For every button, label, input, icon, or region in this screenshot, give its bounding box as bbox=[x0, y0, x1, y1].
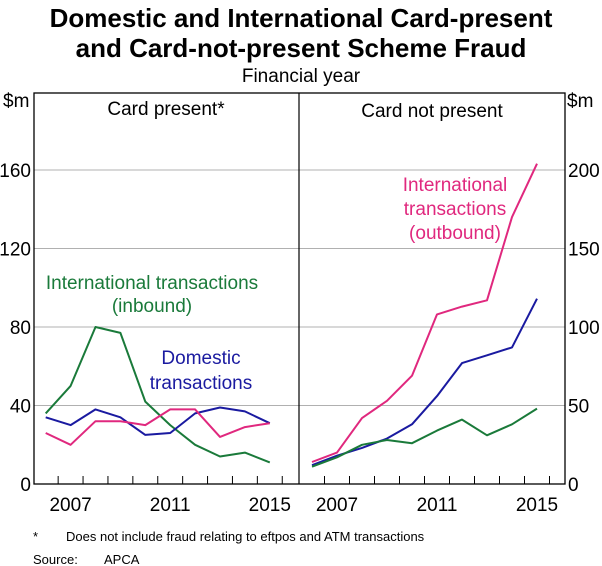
y-tick-label-left: 40 bbox=[10, 397, 31, 418]
series-line-international-transactions-outbound bbox=[45, 408, 270, 446]
x-tick-label: 2015 bbox=[516, 495, 558, 516]
chart-subtitle: Financial year bbox=[242, 66, 361, 87]
footnote-marker: * bbox=[33, 529, 38, 544]
x-tick-label: 2007 bbox=[49, 495, 91, 516]
annotation-outbound-line2: transactions bbox=[404, 199, 506, 220]
chart-title-line2: and Card-not-present Scheme Fraud bbox=[76, 33, 527, 63]
left-axis-unit: $m bbox=[3, 91, 29, 112]
annotation-domestic-line1: Domestic bbox=[161, 348, 240, 369]
series-line-domestic-transactions bbox=[45, 406, 271, 436]
annotation-outbound-line3: (outbound) bbox=[409, 223, 501, 244]
annotation-inbound-line1: International transactions bbox=[46, 273, 258, 294]
annotation-outbound-line1: International bbox=[403, 175, 508, 196]
source-label: Source: bbox=[33, 552, 78, 566]
y-tick-label-right: 100 bbox=[568, 318, 600, 339]
y-tick-label-right: 200 bbox=[568, 161, 600, 182]
x-tick-label: 2015 bbox=[249, 495, 291, 516]
panel-title-card-present: Card present* bbox=[107, 99, 225, 120]
series-line-international-transactions-inbound bbox=[311, 407, 538, 468]
y-tick-label-right: 50 bbox=[568, 397, 589, 418]
chart-title-line1: Domestic and International Card-present bbox=[50, 3, 553, 33]
x-tick-label: 2011 bbox=[150, 495, 191, 516]
y-tick-label-left: 160 bbox=[0, 161, 31, 182]
panel-title-card-not-present: Card not present bbox=[361, 101, 503, 122]
series-line-international-transactions-outbound bbox=[311, 163, 538, 463]
footnote: Does not include fraud relating to eftpo… bbox=[66, 529, 425, 544]
annotation-domestic-line2: transactions bbox=[150, 373, 252, 394]
y-tick-label-left: 120 bbox=[0, 240, 31, 261]
series-line-international-transactions-inbound bbox=[44, 326, 271, 464]
x-tick-label: 2007 bbox=[316, 495, 358, 516]
y-tick-label-right: 150 bbox=[568, 240, 600, 261]
source: APCA bbox=[104, 552, 140, 566]
x-tick-label: 2011 bbox=[417, 495, 458, 516]
annotation-inbound-line2: (inbound) bbox=[112, 296, 192, 317]
y-tick-label-right: 0 bbox=[568, 475, 579, 496]
y-tick-label-left: 80 bbox=[10, 318, 31, 339]
y-tick-label-left: 0 bbox=[20, 475, 31, 496]
right-axis-unit: $m bbox=[567, 91, 593, 112]
